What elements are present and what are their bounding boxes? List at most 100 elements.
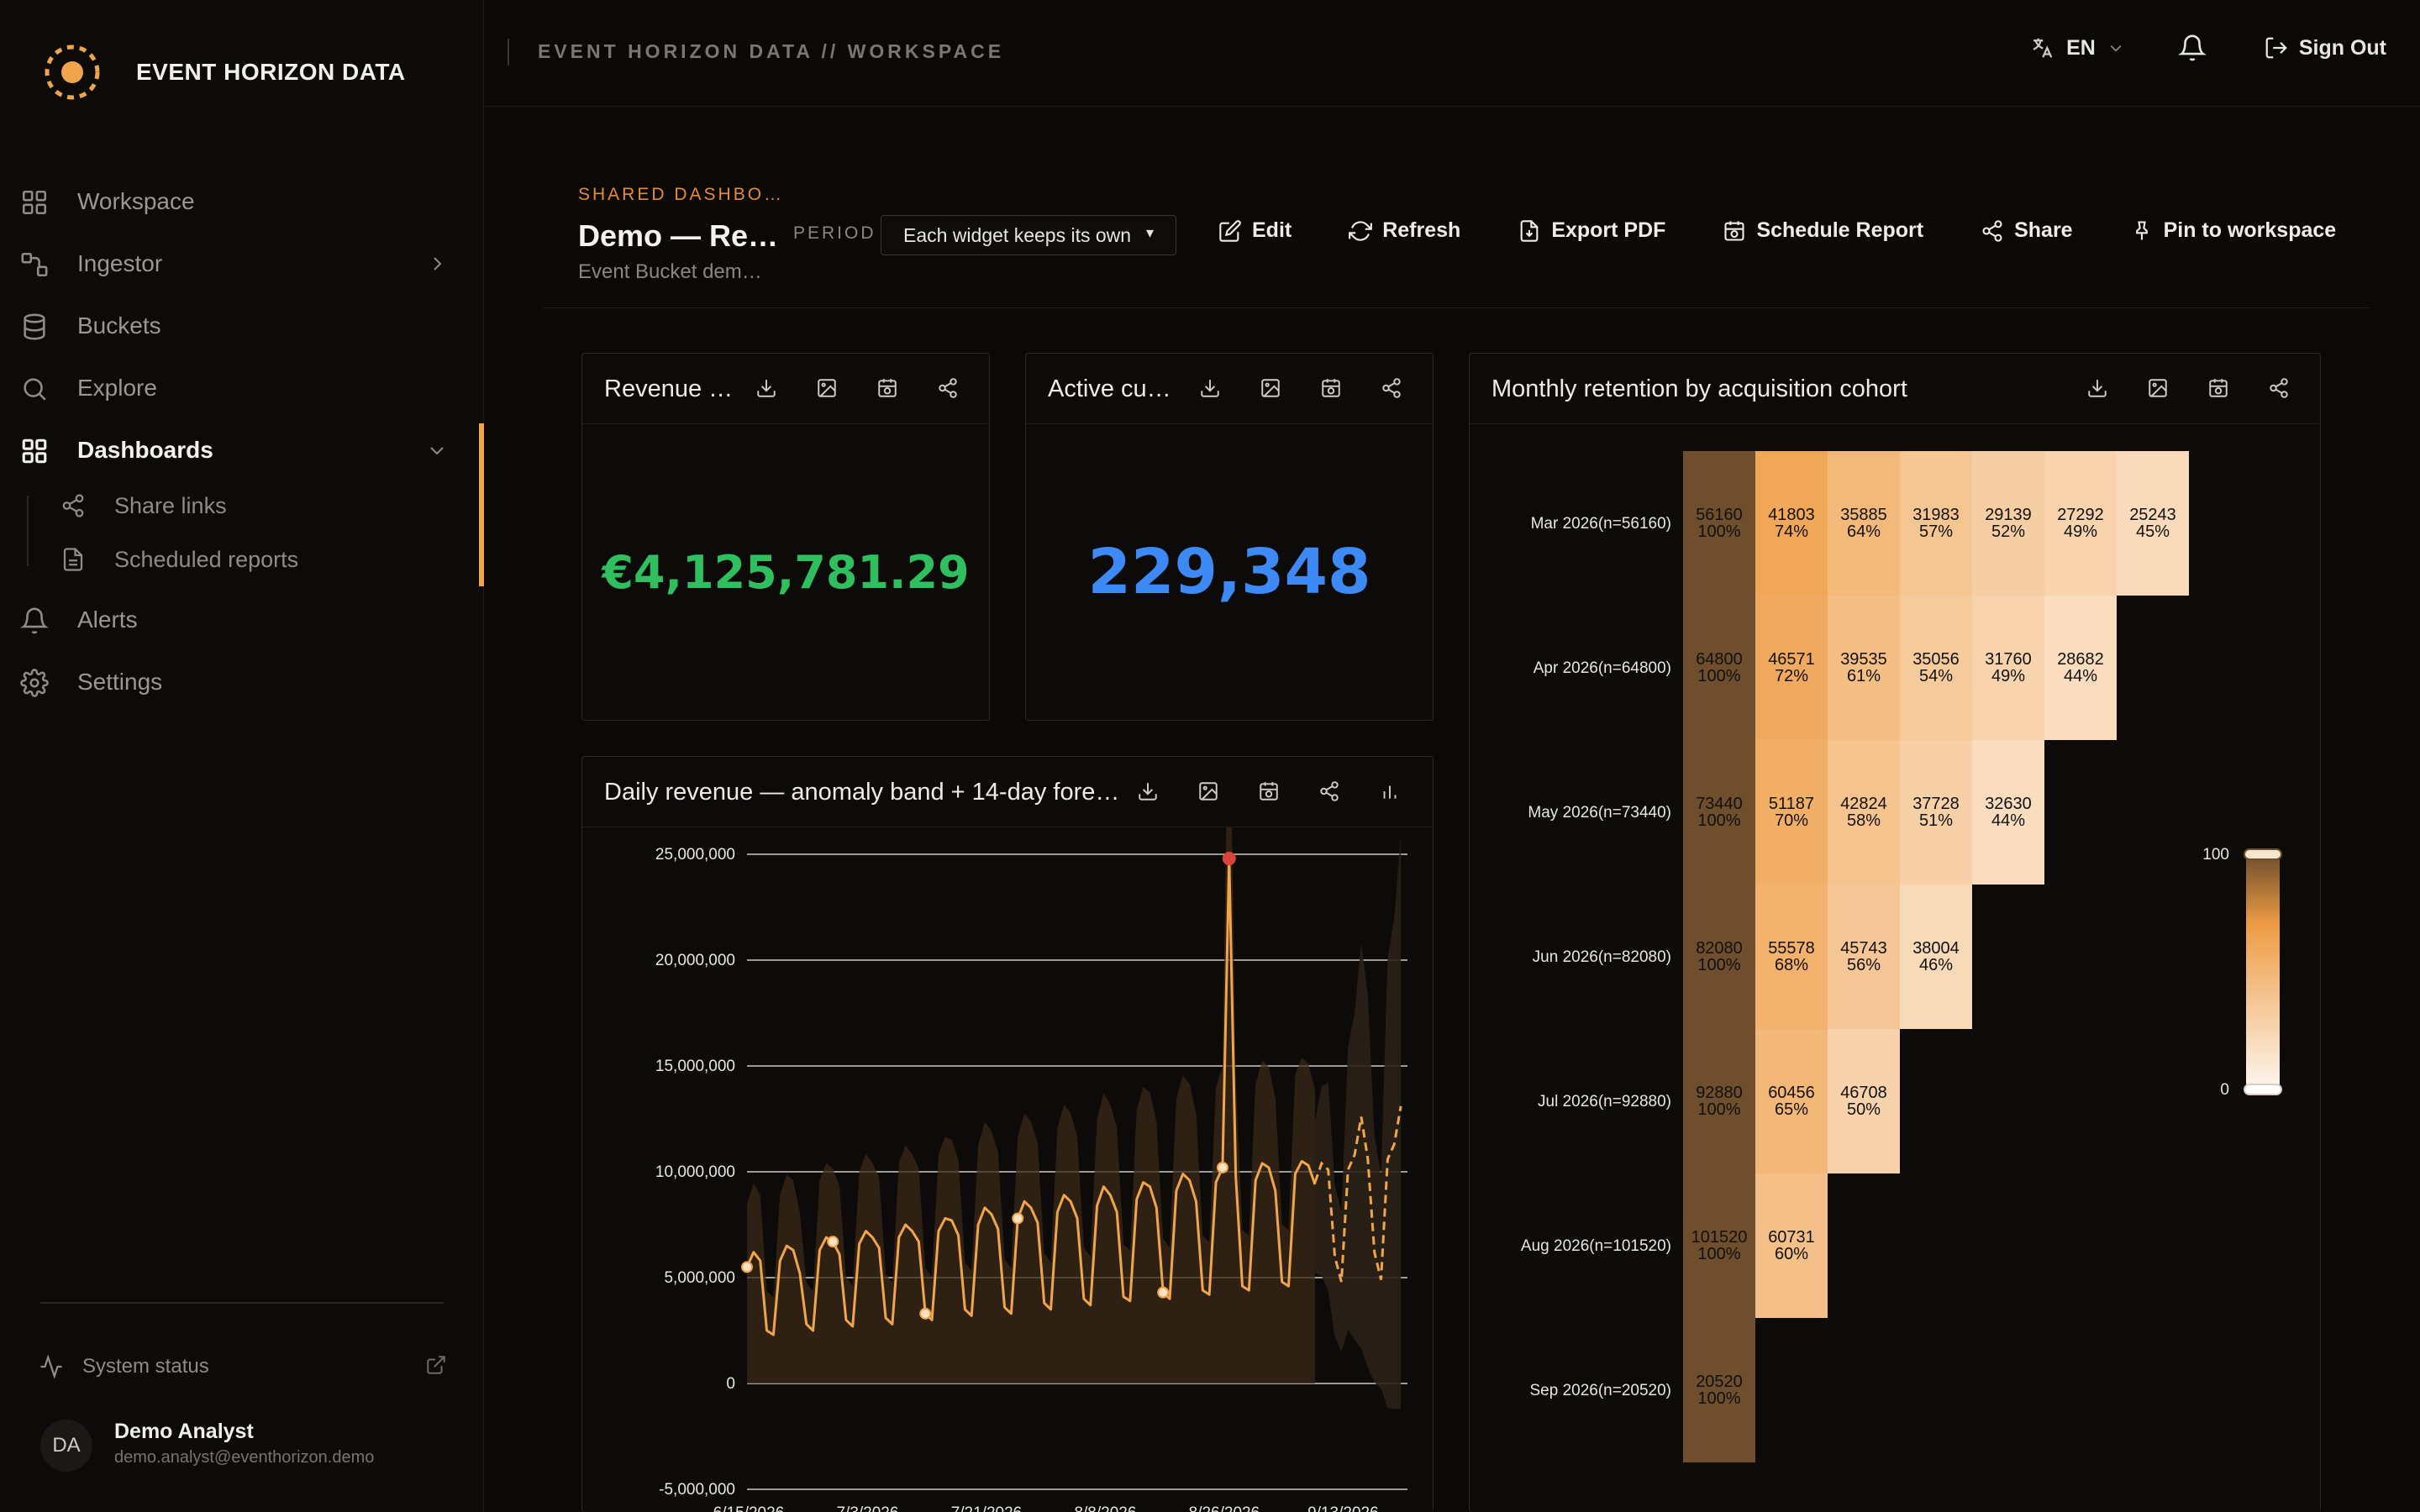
brand[interactable]: EVENT HORIZON DATA <box>42 42 406 102</box>
nav-item-workspace[interactable]: Workspace <box>0 175 484 228</box>
cell-count: 31760 <box>1985 650 2032 669</box>
nav-item-ingestor[interactable]: Ingestor <box>0 237 484 291</box>
heatmap-cell[interactable] <box>1755 740 1828 885</box>
cell-count: 64800 <box>1696 650 1743 669</box>
export-pdf-button[interactable]: Export PDF <box>1518 218 1665 243</box>
heatmap-cell[interactable] <box>2044 596 2117 740</box>
data-point[interactable] <box>919 1307 932 1320</box>
download-icon[interactable] <box>1199 377 1221 399</box>
cell-count: 25243 <box>2129 506 2176 524</box>
heatmap-cell[interactable] <box>2117 451 2189 596</box>
data-point[interactable] <box>827 1236 839 1248</box>
schedule-report-button[interactable]: Schedule Report <box>1723 218 1923 243</box>
cell-percent: 44% <box>1991 811 2025 830</box>
scale-handle-bottom[interactable] <box>2244 1084 2282 1095</box>
cell-count: 20520 <box>1696 1373 1743 1391</box>
forecast-band <box>1314 834 1402 1410</box>
heatmap-cell[interactable] <box>1828 451 1900 596</box>
file-icon <box>63 548 83 571</box>
system-status-link[interactable]: System status <box>39 1354 447 1379</box>
calendar-clock-icon[interactable] <box>1320 377 1342 399</box>
download-icon[interactable] <box>1137 780 1159 802</box>
data-point[interactable] <box>1012 1212 1024 1225</box>
heatmap-cell[interactable] <box>1900 885 1972 1029</box>
scale-handle-top[interactable] <box>2244 848 2282 860</box>
heatmap-cell[interactable] <box>2044 451 2117 596</box>
language-selector[interactable]: EN <box>2029 35 2124 60</box>
share-icon[interactable] <box>937 377 959 399</box>
image-icon[interactable] <box>1197 780 1219 802</box>
image-icon[interactable] <box>2147 377 2169 399</box>
data-point[interactable] <box>741 1261 753 1273</box>
calendar-clock-icon[interactable] <box>1258 780 1280 802</box>
heatmap-cell[interactable] <box>1828 885 1900 1029</box>
heatmap-cell[interactable] <box>1828 596 1900 740</box>
user-name: Demo Analyst <box>114 1420 254 1443</box>
heatmap-cell[interactable] <box>1828 740 1900 885</box>
cell-count: 35056 <box>1912 650 1960 669</box>
heatmap-cell[interactable] <box>1972 740 2044 885</box>
image-icon[interactable] <box>1260 377 1281 399</box>
widget-active-customers: Active cu… 229,348 <box>1025 353 1434 721</box>
cell-percent: 57% <box>1919 522 1953 541</box>
sign-out-button[interactable]: Sign Out <box>2264 35 2386 60</box>
nav-item-settings[interactable]: Settings <box>0 655 484 709</box>
heatmap-cell[interactable] <box>1900 740 1972 885</box>
topbar-actions: EN Sign Out <box>2029 34 2386 62</box>
sub-item-share-links[interactable]: Share links <box>60 484 227 528</box>
cell-count: 35885 <box>1840 506 1887 524</box>
cell-count: 46708 <box>1840 1084 1887 1102</box>
heatmap-cell[interactable] <box>1683 1318 1755 1462</box>
nav-item-buckets[interactable]: Buckets <box>0 299 484 353</box>
sub-item-scheduled-reports[interactable]: Scheduled reports <box>60 538 298 581</box>
y-tick-label: 10,000,000 <box>655 1163 735 1181</box>
widget-daily-revenue: Daily revenue — anomaly band + 14-day fo… <box>581 756 1434 1512</box>
heatmap-cell[interactable] <box>1755 1029 1828 1173</box>
caret-down-icon: ▾ <box>1145 224 1154 241</box>
data-point[interactable] <box>1216 1161 1228 1173</box>
heatmap-cell[interactable] <box>1755 885 1828 1029</box>
calendar-clock-icon[interactable] <box>876 377 898 399</box>
share-label: Share <box>2014 218 2073 242</box>
nav-item-explore[interactable]: Explore <box>0 361 484 415</box>
notification-bell-icon[interactable] <box>2177 34 2207 62</box>
refresh-button[interactable]: Refresh <box>1349 218 1460 243</box>
cell-count: 55578 <box>1768 939 1815 958</box>
heatmap-cell[interactable] <box>1900 596 1972 740</box>
download-icon[interactable] <box>755 377 777 399</box>
calendar-clock-icon[interactable] <box>2207 377 2229 399</box>
chevron-right-icon[interactable] <box>427 254 447 274</box>
nav-item-alerts[interactable]: Alerts <box>0 593 484 647</box>
edit-button[interactable]: Edit <box>1218 218 1292 243</box>
bar-chart-icon[interactable] <box>1379 780 1401 802</box>
period-select[interactable]: Each widget keeps its own ▾ <box>881 215 1176 255</box>
cell-count: 56160 <box>1696 506 1743 524</box>
data-point[interactable] <box>1157 1286 1170 1299</box>
heatmap-cell[interactable] <box>1683 740 1755 885</box>
share-icon[interactable] <box>2268 377 2290 399</box>
heatmap-cell[interactable] <box>1755 451 1828 596</box>
heatmap-cell[interactable] <box>1683 596 1755 740</box>
heatmap-cell[interactable] <box>1683 1173 1755 1318</box>
external-link-icon[interactable] <box>425 1354 447 1376</box>
avatar[interactable]: DA <box>40 1420 92 1472</box>
anomaly-point[interactable] <box>1222 852 1236 866</box>
heatmap-cell[interactable] <box>1755 596 1828 740</box>
pin-button[interactable]: Pin to workspace <box>2130 218 2336 243</box>
chevron-down-icon[interactable] <box>427 440 447 460</box>
download-icon[interactable] <box>2086 377 2108 399</box>
image-icon[interactable] <box>816 377 838 399</box>
cell-percent: 72% <box>1775 667 1808 685</box>
heatmap-cell[interactable] <box>1972 596 2044 740</box>
heatmap-cell[interactable] <box>1828 1029 1900 1173</box>
heatmap-cell[interactable] <box>1683 885 1755 1029</box>
nav-item-dashboards[interactable]: Dashboards <box>0 423 484 477</box>
heatmap-cell[interactable] <box>1972 451 2044 596</box>
share-icon[interactable] <box>1381 377 1402 399</box>
heatmap-cell[interactable] <box>1900 451 1972 596</box>
share-button[interactable]: Share <box>1981 218 2073 243</box>
heatmap-cell[interactable] <box>1755 1173 1828 1318</box>
heatmap-cell[interactable] <box>1683 1029 1755 1173</box>
heatmap-cell[interactable] <box>1683 451 1755 596</box>
share-icon[interactable] <box>1318 780 1340 802</box>
